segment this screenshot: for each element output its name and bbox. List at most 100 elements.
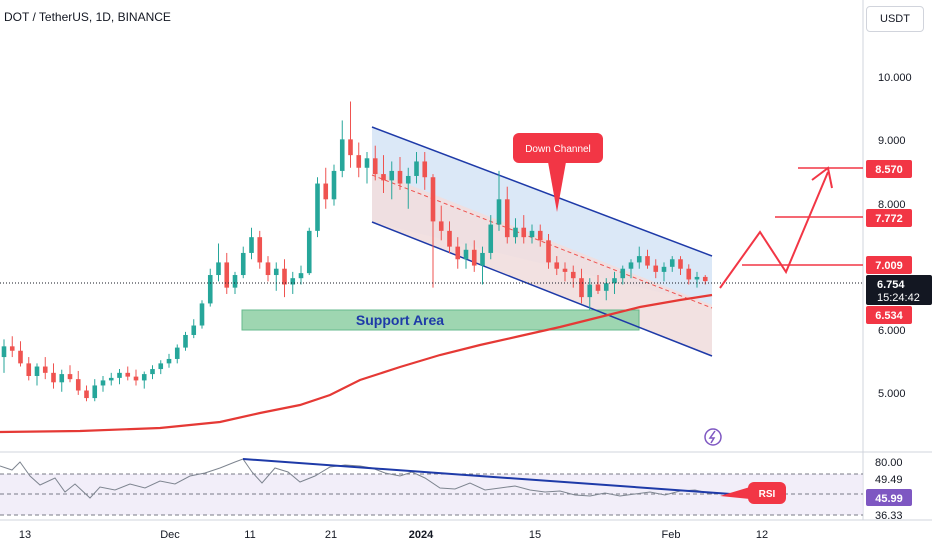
candle-body xyxy=(430,177,436,222)
candle-body xyxy=(323,183,329,200)
candle-body xyxy=(587,284,593,298)
candle-body xyxy=(504,199,510,238)
candle-body xyxy=(75,379,81,391)
candle-body xyxy=(315,183,320,231)
candle-body xyxy=(645,256,650,266)
lightning-icon-bolt xyxy=(708,430,716,444)
candle-body xyxy=(661,266,667,272)
candle-body xyxy=(612,278,617,284)
rsi-tick: 36.33 xyxy=(875,510,903,522)
candle-body xyxy=(174,347,180,359)
price-tick: 10.000 xyxy=(878,72,912,84)
candle-body xyxy=(240,252,246,276)
candle-body xyxy=(414,161,419,176)
candle-body xyxy=(9,346,15,351)
candle-body xyxy=(653,265,659,272)
moving-average-line xyxy=(0,293,713,434)
candle-body xyxy=(488,224,494,253)
support-area-label: Support Area xyxy=(356,312,444,328)
down-channel-fill-upper xyxy=(372,127,712,305)
candle-body xyxy=(471,249,477,266)
lightning-icon[interactable] xyxy=(704,428,722,446)
rsi-value-label: 45.99 xyxy=(875,493,903,505)
support-area-rect xyxy=(241,309,640,331)
candle-body xyxy=(513,227,518,238)
time-tick: 12 xyxy=(756,529,768,541)
candle-body xyxy=(216,262,221,276)
candle-body xyxy=(678,259,683,269)
candle-body xyxy=(364,158,370,168)
candle-body xyxy=(397,170,403,184)
candle-body xyxy=(1,346,7,358)
candle-body xyxy=(455,246,461,260)
level-badge xyxy=(866,256,912,274)
candle-body xyxy=(620,268,626,279)
candle-body xyxy=(339,139,345,171)
candle-body xyxy=(405,175,411,184)
rsi-callout-pointer xyxy=(720,487,750,499)
current-price-label: 6.754 xyxy=(877,279,905,291)
candle-body xyxy=(265,262,271,276)
level-badge xyxy=(866,160,912,178)
time-tick: 2024 xyxy=(409,529,434,541)
candle-body xyxy=(521,227,527,238)
countdown-label: 15:24:42 xyxy=(877,292,920,304)
candle-body xyxy=(669,259,675,267)
time-tick: 21 xyxy=(325,529,337,541)
candle-body xyxy=(117,372,122,378)
time-tick: Dec xyxy=(160,529,180,541)
price-tick: 9.000 xyxy=(878,135,906,147)
currency-selector[interactable]: USDT xyxy=(866,6,924,32)
candle-body xyxy=(207,275,213,304)
projected-arrowhead xyxy=(811,166,833,189)
channel-mid-line xyxy=(371,174,713,309)
candle-body xyxy=(422,161,428,178)
candle-body xyxy=(133,376,139,381)
candle-body xyxy=(537,230,543,241)
candle-body xyxy=(463,249,469,260)
candle-body xyxy=(686,268,692,280)
level-badge-label: 7.772 xyxy=(875,213,903,225)
candle-body xyxy=(26,363,32,376)
candle-body xyxy=(579,278,584,298)
rsi-callout-label: RSI xyxy=(759,489,776,500)
level-badge xyxy=(866,209,912,227)
candle-body xyxy=(331,170,337,200)
rsi-tick: 80.00 xyxy=(875,457,903,469)
channel-lower-line xyxy=(371,221,713,357)
candle-body xyxy=(562,268,568,272)
candles-group xyxy=(1,101,708,402)
candle-body xyxy=(389,170,395,181)
rsi-callout xyxy=(748,482,786,504)
candle-body xyxy=(232,275,238,288)
level-badge-label: 8.570 xyxy=(875,164,903,176)
candle-body xyxy=(249,237,254,253)
candle-body xyxy=(306,230,312,274)
candle-body xyxy=(702,276,708,282)
level-badge-label: 7.009 xyxy=(875,260,903,272)
candle-body xyxy=(529,230,535,238)
chart-title: DOT / TetherUS, 1D, BINANCE xyxy=(4,10,171,24)
candle-body xyxy=(158,363,164,370)
candle-body xyxy=(546,240,551,263)
candle-body xyxy=(51,372,56,383)
candle-body xyxy=(84,390,89,399)
candle-body xyxy=(381,174,386,181)
rsi-trendline xyxy=(242,458,746,496)
candle-body xyxy=(191,325,197,335)
time-tick: Feb xyxy=(662,529,681,541)
down-channel-callout xyxy=(513,133,603,163)
time-tick: 13 xyxy=(19,529,31,541)
candle-body xyxy=(257,237,263,263)
candle-body xyxy=(282,268,287,285)
candle-body xyxy=(595,284,601,291)
candle-body xyxy=(183,334,188,348)
candle-body xyxy=(92,385,98,399)
candle-body xyxy=(108,377,114,381)
candle-body xyxy=(447,230,452,247)
candle-body xyxy=(694,276,700,280)
candle-body xyxy=(636,256,642,263)
rsi-value-badge xyxy=(866,489,912,506)
